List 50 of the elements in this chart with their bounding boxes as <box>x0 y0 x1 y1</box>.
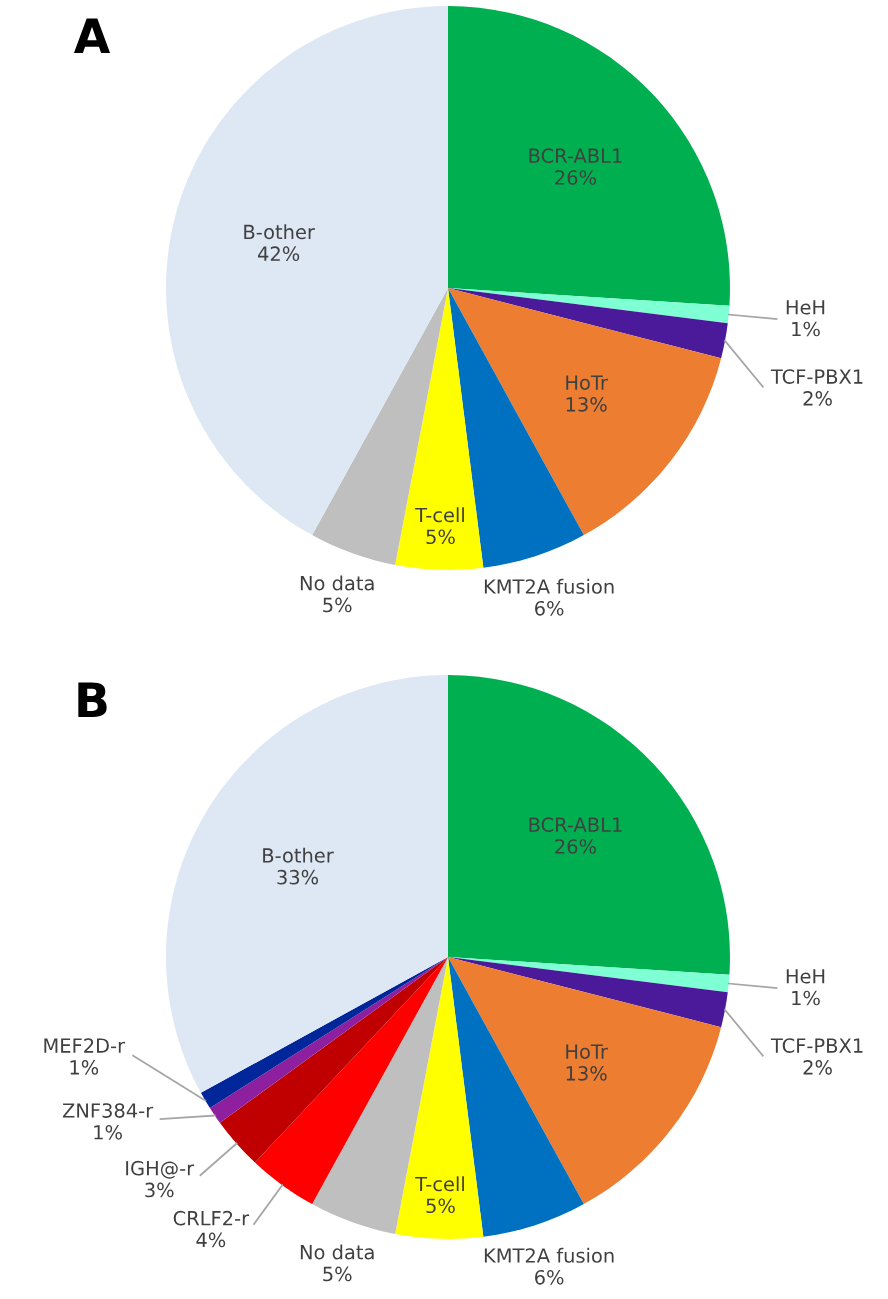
data-label: 13% <box>566 396 607 412</box>
data-label: 33% <box>277 869 319 885</box>
chart-title: B <box>78 682 107 718</box>
slice-label: BCR-ABL1 <box>529 148 622 164</box>
slice-label: ZNF384-r <box>62 1103 154 1118</box>
slice-label: No data <box>300 1244 374 1260</box>
data-label: 26% <box>555 170 596 185</box>
pie-slice <box>395 288 484 570</box>
slice-label: B-other <box>244 224 315 240</box>
slice-label: T-cell <box>415 507 464 523</box>
data-label: 4% <box>196 1232 226 1248</box>
pie-slice <box>448 288 728 359</box>
pie-slice <box>395 957 484 1239</box>
chart-title: A <box>73 18 111 54</box>
data-label: 3% <box>145 1182 174 1198</box>
data-label: 5% <box>323 597 352 613</box>
data-label: 2% <box>803 391 832 406</box>
data-label: 26% <box>555 839 596 854</box>
slice-label: KMT2A fusion <box>484 578 614 594</box>
slice-label: IGH@-r <box>126 1160 195 1179</box>
data-label: 1% <box>792 990 820 1006</box>
pie-slice <box>448 675 730 975</box>
data-label: 1% <box>94 1124 122 1140</box>
pie-slice <box>448 6 730 306</box>
slice-label: HoTr <box>566 1044 608 1059</box>
data-label: 2% <box>803 1060 832 1075</box>
pie-slice <box>166 675 448 1093</box>
data-label: 13% <box>566 1065 607 1081</box>
data-label: 6% <box>535 600 564 616</box>
data-label: 1% <box>70 1060 99 1075</box>
slice-label: HoTr <box>566 375 608 390</box>
slice-label: MEF2D-r <box>44 1038 126 1053</box>
pie-slice <box>219 957 448 1163</box>
slice-label: KMT2A fusion <box>484 1247 614 1263</box>
slice-label: B-other <box>263 847 334 863</box>
data-label: 5% <box>426 1198 455 1214</box>
slice-label: HeH <box>786 300 825 315</box>
data-label: 6% <box>535 1269 564 1285</box>
slice-label: TCF-PBX1 <box>770 1038 863 1053</box>
slice-label: No data <box>300 575 374 591</box>
slice-label: TCF-PBX1 <box>770 369 863 384</box>
slice-label: CRLF2-r <box>173 1210 250 1226</box>
slice-label: HeH <box>786 969 825 984</box>
slice-label: BCR-ABL1 <box>529 817 622 833</box>
slice-label: T-cell <box>415 1176 464 1192</box>
data-label: 5% <box>426 529 455 545</box>
data-label: 5% <box>323 1266 352 1282</box>
data-label: 1% <box>792 321 820 337</box>
pie-slice <box>448 957 728 1028</box>
data-label: 42% <box>257 246 300 262</box>
